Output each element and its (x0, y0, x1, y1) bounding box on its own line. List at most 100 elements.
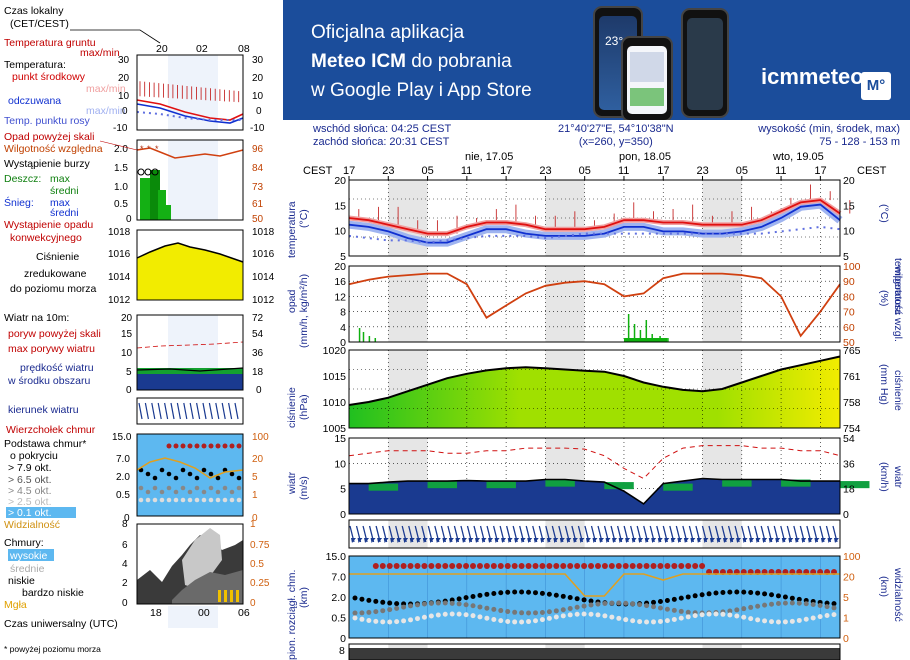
wind-direction-arrowhead (364, 538, 370, 543)
legend-cloud-base-dot (215, 475, 221, 481)
visibility-tick: 0 (843, 633, 849, 645)
cloud-base-dot-mid (803, 601, 809, 607)
temp-tick-left: 20 (334, 175, 346, 187)
cloud-base-dot-low (546, 615, 552, 621)
wind-axis-label: wiatr (286, 471, 298, 495)
cloud-base-dot-low (574, 611, 580, 617)
legend-cloud-top-dot (208, 443, 214, 449)
legend-wind-tick: 20 (121, 313, 133, 324)
promo-line2-rest: do pobrania (406, 51, 512, 72)
cloud-base-dot-low (595, 612, 601, 618)
legend-pressure2: zredukowane (24, 268, 87, 280)
cloud-base-dot (505, 589, 511, 595)
legend-temp-tick-r: 10 (252, 91, 264, 102)
legend-wind-tick: 10 (121, 348, 133, 359)
legend-pres-tick: 1014 (108, 272, 131, 283)
wind-green-seg (486, 481, 516, 489)
wind-direction-arrowhead (527, 538, 533, 543)
cloud-base-dot-low (463, 612, 469, 618)
promo-banner[interactable]: Oficjalna aplikacja Meteo ICM do pobrani… (283, 0, 910, 120)
legend-cloud-base: Podstawa chmur* (4, 438, 86, 450)
cloud-base-dot-low (803, 616, 809, 622)
legend-cloud-top-dot (201, 443, 207, 449)
hour-tick-label: 05 (579, 165, 591, 177)
legend-cloud-base-dot-mid (236, 485, 242, 491)
legend-cloud-base-dot (173, 475, 179, 481)
cloud-base-dot-mid (623, 600, 629, 606)
legend-feels-like: odczuwana (8, 95, 61, 107)
legend-temp-tick: 20 (118, 73, 130, 84)
cloud-base-dot-mid (796, 600, 802, 606)
wind-direction-arrowhead (644, 538, 650, 543)
cloud-top-dot (497, 563, 504, 569)
legend-wind-tick-r: 36 (252, 348, 264, 359)
cloud-base-dot-low (470, 613, 476, 619)
legend-cloud-base-dot (229, 471, 235, 477)
legend-visibility: Widzialność (4, 519, 60, 531)
cloud-top-dot (372, 563, 379, 569)
cloud-base-dot-mid (678, 608, 684, 614)
panel-bg (349, 266, 840, 342)
legend-wind-tick: 5 (126, 367, 132, 378)
wind-kmh-tick: 36 (843, 458, 855, 470)
legend-cloud-base-dot-mid (138, 485, 144, 491)
cloud-base-dot (831, 601, 837, 607)
legend-convective: Wystąpienie opadu (4, 219, 93, 231)
wind-direction-arrowhead (742, 538, 748, 543)
legend-cloud-top-dot (194, 443, 200, 449)
legend-rain-max: max (50, 173, 71, 185)
cloud-base-dot-low (762, 618, 768, 624)
legend-temp-tick-r: -10 (250, 123, 265, 134)
cloud-base-dot-low (678, 615, 684, 621)
cloud-base-dot-mid (456, 601, 462, 607)
wind-direction-arrowhead (351, 538, 356, 543)
cloud-base-dot-low (491, 616, 497, 622)
legend-temp-tick: -10 (113, 123, 128, 134)
legend-cloud-base-dot-mid (229, 489, 235, 495)
cloud-top-dot (608, 563, 615, 569)
legend-dew-point: Temp. punktu rosy (4, 115, 91, 127)
cloud-base-dot-low (782, 619, 788, 625)
cloud-base-dot-low (512, 619, 518, 625)
legend-pres-tick-r: 1018 (252, 227, 275, 238)
wind-direction-arrowhead (566, 538, 572, 543)
cloud-base-dot-low (623, 617, 629, 623)
wind-direction-arrowhead (396, 538, 402, 543)
humidity-line (348, 272, 841, 338)
cloud-base-dot-low (581, 611, 587, 617)
cloud-base-dot-mid (387, 607, 393, 613)
cloud-top-dot (567, 563, 574, 569)
height-values: 75 - 128 - 153 m (819, 136, 900, 148)
legend-temp-tick-r: 0 (256, 106, 262, 117)
legend-cloud-base-dot-low (236, 497, 242, 503)
cloud-base-dot-low (421, 614, 427, 620)
legend-cloud-base-dot (194, 475, 200, 481)
legend-pressure1: Ciśnienie (36, 251, 79, 263)
legend-cloud-base-dot (201, 467, 207, 473)
wind-direction-arrowhead (696, 538, 702, 543)
cloud-base-dot-low (651, 619, 657, 625)
cloud-base-dot-mid (637, 602, 643, 608)
legend-local-tick-2: 08 (238, 43, 250, 55)
wind-kmh-tick: 0 (843, 509, 849, 521)
legend-wind-arrow (234, 402, 239, 420)
day-label: nie, 17.05 (465, 151, 513, 163)
cloud-base-dot-low (755, 617, 761, 623)
cest-label-right: CEST (857, 165, 887, 177)
cloud-base-dot-mid (734, 607, 740, 613)
wind-direction-arrowhead (683, 538, 689, 543)
legend-wind-arrow (183, 402, 188, 420)
legend-rain: Deszcz: (4, 173, 41, 185)
legend-temp-tick-r: 20 (252, 73, 264, 84)
pressure-mm-tick: 758 (843, 397, 861, 409)
legend-snow-max: max (50, 197, 71, 209)
temp-tick-left: 5 (340, 251, 346, 263)
rain-bar (667, 338, 669, 342)
cloud-base-dot-mid (519, 610, 525, 616)
cloud-base-dot-mid (373, 609, 379, 615)
visibility-tick: 20 (843, 572, 855, 584)
legend-temp-tick-r: 30 (252, 55, 264, 66)
legend-cloud-base-dot-mid (215, 489, 221, 495)
legend-cloud-top-dot (229, 443, 235, 449)
legend-cloud-base-dot (236, 475, 242, 481)
